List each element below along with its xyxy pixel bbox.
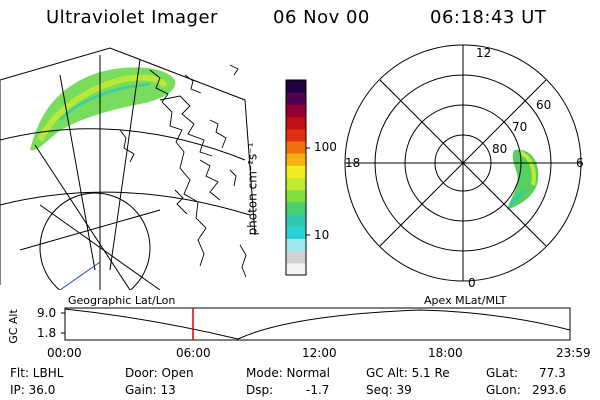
mlat-label-80: 80 — [492, 142, 508, 156]
x-tick-0000: 00:00 — [47, 346, 82, 360]
colorbar-segment — [286, 201, 306, 215]
date-label: 06 Nov 00 — [273, 7, 370, 28]
colorbar-segment — [286, 104, 306, 118]
gain-status: Gain: 13 — [125, 383, 176, 397]
geographic-label: Geographic Lat/Lon — [68, 294, 176, 307]
colorbar-segment — [286, 226, 306, 239]
colorbar-segment — [286, 92, 306, 105]
instrument-title: Ultraviolet Imager — [46, 7, 218, 28]
colorbar-segment — [286, 177, 306, 191]
coastline — [119, 64, 247, 278]
seq-status: Seq: 39 — [366, 383, 412, 397]
y-tick-9: 9.0 — [37, 306, 57, 320]
x-tick-2359: 23:59 — [556, 346, 591, 360]
polar-mlat-mlt-plot — [344, 44, 582, 282]
dsp-value: -1.7 — [306, 383, 330, 397]
mlt-label-6: 6 — [576, 156, 584, 170]
colorbar — [286, 80, 306, 276]
geographic-image-panel — [0, 47, 256, 290]
colorbar-tick-100: 100 — [314, 140, 337, 154]
glat-label: GLat: — [486, 366, 519, 380]
mode-status: Mode: Normal — [246, 366, 330, 380]
colorbar-segment — [286, 250, 306, 264]
colorbar-segment — [286, 165, 306, 178]
apex-label: Apex MLat/MLT — [424, 294, 507, 307]
ip-status: IP: 36.0 — [10, 383, 56, 397]
orbit-timeline — [61, 307, 571, 341]
colorbar-segment — [286, 116, 306, 130]
colorbar-unit-label: photon cm⁻²s⁻¹ — [245, 142, 260, 236]
mlt-label-12: 12 — [476, 46, 492, 60]
mlat-label-60: 60 — [536, 98, 552, 112]
colorbar-frame — [285, 79, 307, 276]
door-status: Door: Open — [125, 366, 194, 380]
glon-value: 293.6 — [532, 383, 567, 397]
mlt-label-0: 0 — [468, 276, 476, 290]
x-tick-1200: 12:00 — [302, 346, 337, 360]
colorbar-segment — [286, 214, 306, 227]
altitude-curve — [64, 308, 571, 340]
colorbar-segment — [286, 128, 306, 142]
dsp-label: Dsp: — [246, 383, 274, 397]
auroral-emission-geographic — [30, 67, 176, 151]
colorbar-segment — [286, 238, 306, 252]
x-tick-0600: 06:00 — [176, 346, 211, 360]
colorbar-segment — [286, 153, 306, 166]
filter-status: Flt: LBHL — [10, 366, 64, 380]
mlt-label-18: 18 — [345, 156, 361, 170]
mlat-label-70: 70 — [512, 120, 528, 134]
y-tick-1-8: 1.8 — [37, 326, 57, 340]
glon-label: GLon: — [486, 383, 521, 397]
glat-value: 77.3 — [539, 366, 566, 380]
colorbar-segment — [286, 80, 306, 93]
gc-alt-status: GC Alt: 5.1 Re — [366, 366, 450, 380]
colorbar-segment — [286, 262, 306, 276]
x-tick-1800: 18:00 — [428, 346, 463, 360]
time-label: 06:18:43 UT — [430, 7, 547, 28]
colorbar-segment — [286, 189, 306, 203]
gc-alt-axis-label: GC Alt — [6, 309, 20, 344]
colorbar-tick-10: 10 — [314, 228, 330, 242]
colorbar-segment — [286, 140, 306, 154]
